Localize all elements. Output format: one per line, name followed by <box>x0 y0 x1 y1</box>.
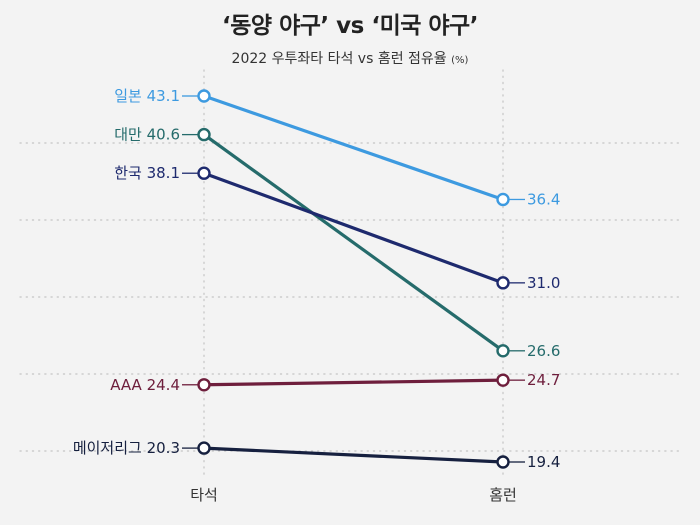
data-label-right: 19.4 <box>527 453 560 471</box>
series-line <box>203 133 504 353</box>
series-line <box>203 94 504 201</box>
data-point <box>197 378 211 392</box>
data-label-right: 24.7 <box>527 371 560 389</box>
data-label-left: 한국 38.1 <box>114 164 180 182</box>
data-point <box>197 166 211 180</box>
chart-title: ‘동양 야구’ vs ‘미국 야구’ <box>222 13 478 39</box>
series-lines: 일본 43.1 36.4 대만 40.6 26.6 한국 38.1 31.0 AAA 24.… <box>73 87 561 471</box>
data-point <box>197 89 211 103</box>
data-label-right: 26.6 <box>527 342 560 360</box>
data-point <box>496 455 510 469</box>
data-point <box>197 127 211 142</box>
chart-subtitle: 2022 우투좌타 타석 vs 홈런 점유율 (%) <box>0 48 700 68</box>
data-label-left: 대만 40.6 <box>114 126 180 144</box>
data-point <box>496 192 510 207</box>
unit-label: (%) <box>451 55 469 66</box>
data-point <box>496 276 510 290</box>
data-label-left: 메이저리그 20.3 <box>73 439 180 457</box>
data-point <box>496 373 510 387</box>
data-point <box>496 344 510 358</box>
series-line <box>203 378 504 387</box>
data-label-left: 일본 43.1 <box>114 87 180 105</box>
subtitle-text: 2022 우투좌타 타석 vs 홈런 점유율 <box>231 51 447 67</box>
data-label-right: 36.4 <box>527 190 560 208</box>
x-tick-label: 타석 <box>190 486 218 504</box>
x-tick-label: 홈런 <box>489 486 517 504</box>
data-label-right: 31.0 <box>527 274 560 292</box>
x-axis: 타석 홈런 <box>190 486 517 504</box>
series-line <box>203 446 504 464</box>
data-point <box>197 441 211 455</box>
gridlines <box>19 69 681 476</box>
series-line <box>203 171 504 285</box>
data-label-left: AAA 24.4 <box>110 376 180 394</box>
